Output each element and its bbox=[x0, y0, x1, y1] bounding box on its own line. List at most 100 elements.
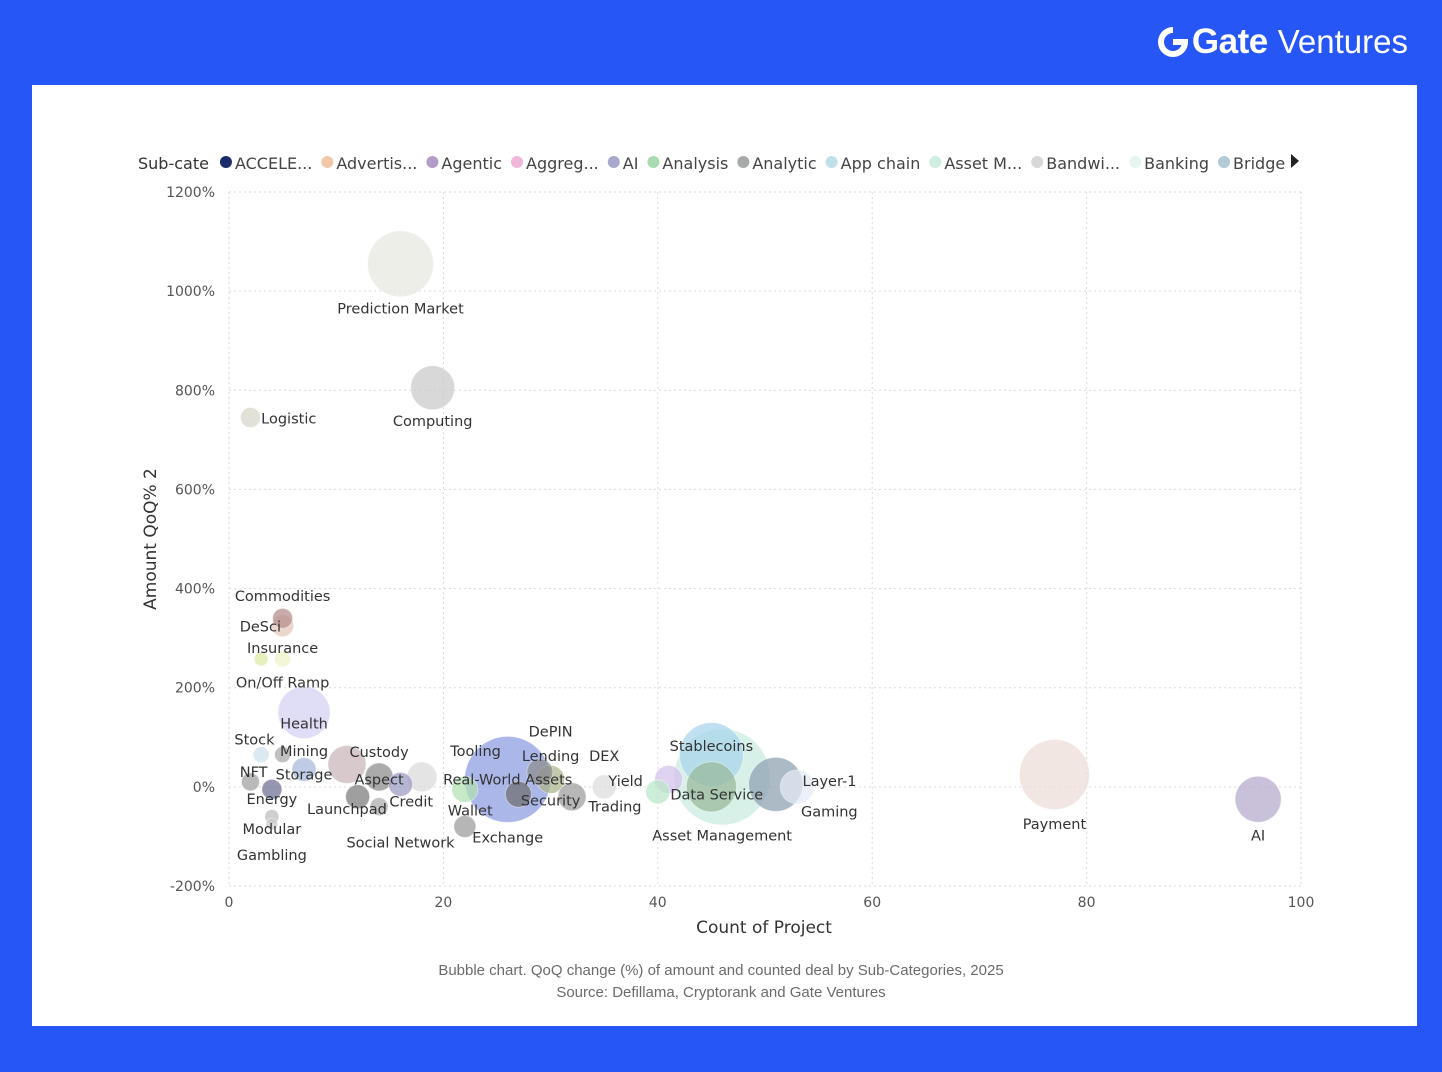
y-tick-label: 800% bbox=[175, 383, 215, 399]
bubble-label: Exchange bbox=[472, 830, 543, 846]
legend-swatch bbox=[737, 156, 750, 168]
bubble-point[interactable] bbox=[453, 815, 477, 839]
bubble-label: DeSci bbox=[240, 620, 281, 636]
bubble-point[interactable] bbox=[277, 686, 331, 739]
legend-swatch bbox=[1031, 156, 1044, 168]
bubble-label: Custody bbox=[349, 745, 409, 761]
bubble-label: Yield bbox=[607, 774, 643, 790]
legend-item-label[interactable]: Aggreg... bbox=[526, 154, 599, 173]
bubble-point[interactable] bbox=[240, 772, 260, 792]
bubble-label: Data Service bbox=[670, 787, 763, 803]
legend-item-label[interactable]: Analytic bbox=[752, 154, 816, 173]
legend: Sub-cate ACCELE... Advertis... Agentic Aggre… bbox=[138, 154, 1285, 173]
bubble-label: Health bbox=[280, 716, 328, 732]
x-tick-label: 20 bbox=[434, 895, 452, 911]
y-tick-label: 1200% bbox=[166, 185, 215, 201]
bubble-point[interactable] bbox=[526, 758, 554, 786]
bubble-label: Logistic bbox=[261, 411, 316, 427]
bubble-label: Stablecoins bbox=[670, 739, 754, 755]
bubble-label: Commodities bbox=[235, 589, 331, 605]
bubble-label: Gambling bbox=[237, 848, 307, 864]
bubble-label: Layer-1 bbox=[803, 774, 857, 790]
legend-item-label[interactable]: App chain bbox=[841, 154, 921, 173]
legend-swatch bbox=[929, 156, 942, 168]
legend-item-label[interactable]: Bridge bbox=[1233, 154, 1285, 173]
bubble-point[interactable] bbox=[685, 761, 737, 813]
legend-title: Sub-cate bbox=[138, 154, 209, 173]
bubble-point[interactable] bbox=[451, 775, 479, 803]
brand-name: Gate bbox=[1191, 22, 1268, 61]
bubble-point[interactable] bbox=[1018, 738, 1090, 810]
bubble-label: Modular bbox=[243, 822, 302, 838]
gate-logo-icon bbox=[1157, 27, 1188, 57]
bubble-label: DePIN bbox=[529, 724, 573, 740]
bubble-point[interactable] bbox=[272, 607, 294, 629]
legend-item-label[interactable]: ACCELE... bbox=[235, 154, 312, 173]
bubble-label: Trading bbox=[587, 800, 641, 816]
grid-lines bbox=[228, 191, 1302, 887]
bubble-point[interactable] bbox=[265, 817, 279, 831]
bubble-point[interactable] bbox=[504, 780, 532, 808]
bubble-point[interactable] bbox=[239, 407, 261, 429]
bubble-label: Asset Management bbox=[652, 828, 792, 844]
bubble-point[interactable] bbox=[367, 230, 435, 298]
legend-item-label[interactable]: Asset M... bbox=[944, 154, 1022, 173]
legend-swatch bbox=[647, 156, 660, 168]
bubble-point[interactable] bbox=[274, 650, 292, 668]
bubble-point[interactable] bbox=[645, 779, 671, 805]
bubble-point[interactable] bbox=[557, 782, 587, 812]
y-tick-label: 1000% bbox=[166, 284, 215, 300]
bubble-label: Prediction Market bbox=[337, 301, 464, 317]
bubble-label: Insurance bbox=[247, 641, 318, 657]
bubble-point[interactable] bbox=[291, 757, 317, 783]
bubble-point[interactable] bbox=[327, 745, 367, 785]
legend-next-arrow[interactable] bbox=[1291, 154, 1299, 168]
legend-item-label[interactable]: Banking bbox=[1144, 154, 1209, 173]
brand-subtitle: Ventures bbox=[1277, 23, 1408, 60]
bubble-label: Launchpad bbox=[307, 802, 387, 818]
y-tick-label: -200% bbox=[170, 879, 215, 895]
bubble-point[interactable] bbox=[388, 771, 414, 797]
bubble-label: Mining bbox=[280, 744, 328, 760]
bubble-label: Security bbox=[521, 794, 581, 810]
bubble-point[interactable] bbox=[345, 784, 371, 810]
bubble-point[interactable] bbox=[1234, 775, 1282, 823]
y-tick-label: 200% bbox=[175, 681, 215, 697]
bubble-label: Gaming bbox=[801, 805, 858, 821]
bubble-point[interactable] bbox=[591, 774, 617, 800]
bubble-label: On/Off Ramp bbox=[236, 676, 329, 692]
bubble-label: DEX bbox=[589, 749, 619, 765]
bubble-point[interactable] bbox=[274, 746, 292, 764]
legend-item-label[interactable]: AI bbox=[623, 154, 639, 173]
x-tick-label: 80 bbox=[1078, 895, 1096, 911]
x-tick-label: 60 bbox=[863, 895, 881, 911]
bubble-label: Credit bbox=[389, 795, 433, 811]
y-tick-label: 600% bbox=[175, 482, 215, 498]
bubble-label: Social Network bbox=[346, 835, 455, 851]
bubble-point[interactable] bbox=[261, 778, 283, 800]
chart-card bbox=[32, 85, 1417, 1026]
legend-swatch bbox=[511, 156, 523, 168]
legend-item-label[interactable]: Analysis bbox=[662, 154, 728, 173]
x-tick-label: 0 bbox=[225, 895, 234, 911]
bubble-point[interactable] bbox=[779, 769, 815, 805]
bubble-label: Payment bbox=[1023, 817, 1087, 833]
legend-swatch bbox=[321, 156, 334, 168]
x-tick-label: 100 bbox=[1288, 895, 1315, 911]
bubble-label: Stock bbox=[234, 733, 275, 749]
bubble-point[interactable] bbox=[410, 365, 456, 411]
caption-line-1: Bubble chart. QoQ change (%) of amount a… bbox=[438, 962, 1004, 979]
y-axis-title: Amount QoQ% 2 bbox=[141, 468, 161, 610]
bubble-label: Real-World Assets bbox=[443, 772, 572, 788]
bubble-label: Aspect bbox=[354, 772, 404, 788]
legend-item-label[interactable]: Advertis... bbox=[336, 154, 417, 173]
bubble-point[interactable] bbox=[252, 746, 270, 764]
legend-item-label[interactable]: Agentic bbox=[441, 154, 502, 173]
legend-item-label[interactable]: Bandwi... bbox=[1046, 154, 1120, 173]
bubble-label: Wallet bbox=[448, 804, 493, 820]
bubble-point[interactable] bbox=[253, 651, 269, 667]
caption-line-2: Source: Defillama, Cryptorank and Gate V… bbox=[556, 984, 886, 1001]
bubble-point[interactable] bbox=[369, 797, 389, 817]
bubble-label: NFT bbox=[240, 765, 268, 781]
